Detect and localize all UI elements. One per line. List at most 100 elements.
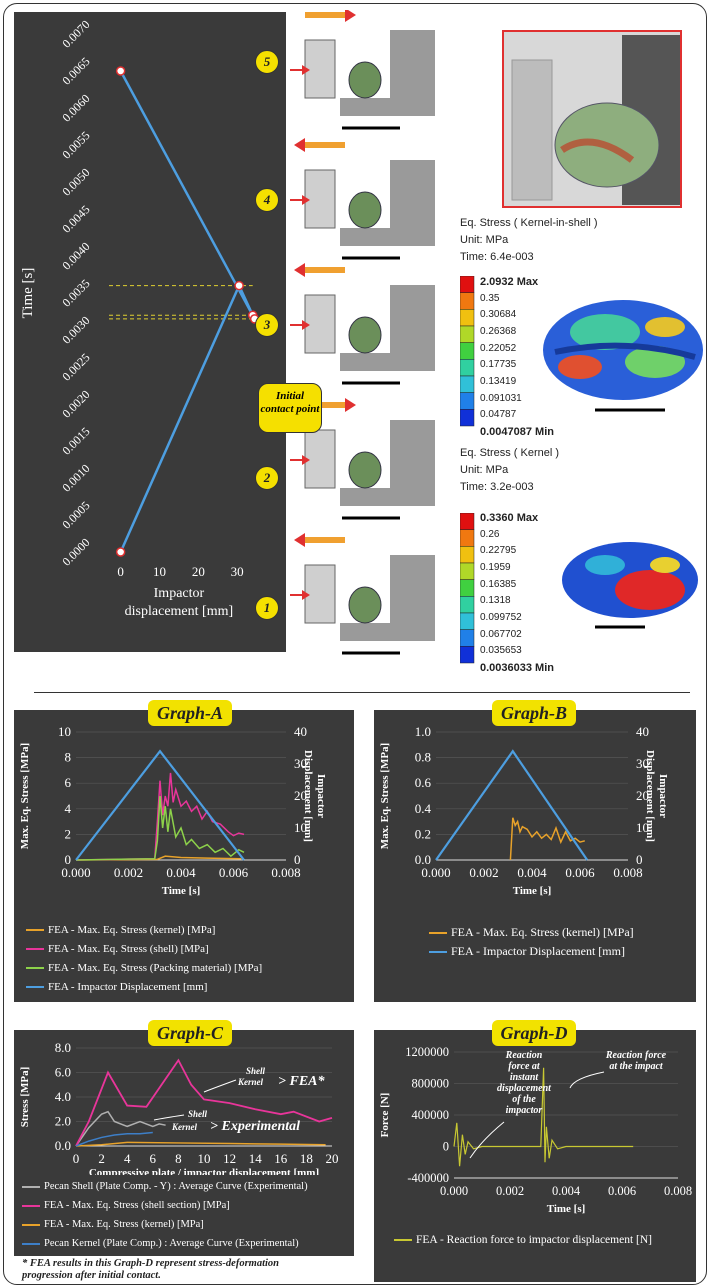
frame-plate: [304, 39, 336, 99]
colorbar-swatch: [460, 359, 475, 377]
frame-nut: [348, 586, 382, 624]
motion-arrow-head: [294, 138, 305, 152]
xtick-label: 0.004: [517, 865, 547, 880]
legend-label: FEA - Max. Eq. Stress (kernel) [MPa]: [44, 1219, 204, 1230]
xtick-label: 16: [274, 1151, 288, 1166]
ytick-label: 0.4: [415, 801, 432, 816]
frame-arrowhead: [302, 455, 310, 465]
frame-nut: [348, 191, 382, 229]
frame-wall: [390, 30, 435, 110]
legend-swatch: [429, 950, 447, 953]
xtick-label: 0.006: [219, 865, 249, 880]
ytick-label: 0.0: [55, 1138, 71, 1153]
frame-nut: [348, 61, 382, 99]
series-line: [75, 1058, 333, 1147]
ytick-label: 0.2: [415, 826, 431, 841]
colorbar-level: 0.22052: [480, 342, 517, 354]
y2tick-label: 10: [636, 820, 649, 835]
annotation-fea: > FEA*: [278, 1074, 325, 1089]
xlabel: Time [s]: [547, 1203, 586, 1215]
figure-frame: [3, 3, 707, 1285]
legend-swatch: [26, 928, 44, 931]
colorbar-level: 0.3360 Max: [480, 512, 539, 524]
annotation-instant-line: instant: [510, 1072, 540, 1083]
legend-entry: FEA - Max. Eq. Stress (shell section) [M…: [22, 1196, 308, 1215]
annotation-leader: [469, 1121, 505, 1159]
top-chart-panel: 0.0000 0.0005 0.0010 0.0015 0.0020 0.0025 0.00…: [14, 12, 286, 652]
motion-arrow-head: [294, 263, 305, 277]
kis-unit: Unit: MPa: [460, 234, 509, 246]
step-2-badge: 2: [255, 466, 279, 490]
annotation-instant-line: force at: [508, 1061, 541, 1072]
y2label-1: Impactor: [657, 774, 669, 818]
top-point: [115, 547, 126, 557]
graph-c-legend: Pecan Shell (Plate Comp. - Y) : Average …: [22, 1177, 308, 1253]
y2label-2: Displacement [mm]: [302, 750, 314, 842]
legend-label: FEA - Max. Eq. Stress (kernel) [MPa]: [451, 925, 634, 939]
legend-swatch: [26, 947, 44, 950]
frame-arrowhead: [302, 590, 310, 600]
graph-b-panel: 0.0 0.2 0.4 0.6 0.8 1.0 0.000 0.002 0.004 0.006 0.…: [374, 710, 696, 1002]
footnote-line-2: progression after initial contact.: [22, 1270, 161, 1281]
y2tick-label: 40: [294, 724, 307, 739]
xtick-label: 10: [198, 1151, 211, 1166]
colorbar-level: 0.1318: [480, 595, 511, 607]
motion-arrow-head: [345, 10, 356, 22]
motion-arrow-head: [345, 398, 356, 412]
ylabel: Max. Eq. Stress [MPa]: [379, 743, 391, 849]
frame-nut: [348, 316, 382, 354]
ytick-label: 4.0: [55, 1089, 71, 1104]
kernel-header: Eq. Stress ( Kernel ) Unit: MPa Time: 3.…: [460, 445, 559, 496]
legend-entry: FEA - Max. Eq. Stress (Packing material)…: [26, 958, 262, 977]
ytick-label: 0: [65, 852, 72, 867]
top-ytick-label: 0.0060: [59, 91, 92, 124]
top-point: [115, 66, 126, 76]
top-line-series: [119, 70, 256, 553]
ytick-label: 0.6: [415, 775, 432, 790]
top-ytick-label: 0.0040: [59, 239, 92, 272]
legend-entry: FEA - Impactor Displacement [mm]: [429, 942, 634, 961]
legend-swatch: [22, 1185, 40, 1188]
colorbar-swatch: [460, 409, 475, 427]
annotation-shell-exp: Shell: [188, 1109, 208, 1119]
top-ytick-label: 0.0000: [59, 535, 92, 568]
ytick-label: 0: [443, 1140, 449, 1154]
graph-d-legend: FEA - Reaction force to impactor displac…: [394, 1230, 652, 1249]
legend-label: Pecan Shell (Plate Comp. - Y) : Average …: [44, 1181, 308, 1192]
y2label-1: Impactor: [315, 774, 327, 818]
top-ytick-label: 0.0050: [59, 165, 92, 198]
frame-base: [340, 353, 435, 371]
legend-entry: FEA - Max. Eq. Stress (kernel) [MPa]: [429, 923, 634, 942]
legend-entry: FEA - Max. Eq. Stress (shell) [MPa]: [26, 939, 262, 958]
kernel-time: Time: 3.2e-003: [460, 481, 534, 493]
frame-nut: [348, 451, 382, 489]
xtick-label: 20: [326, 1151, 339, 1166]
y2label-2: Displacement [mm]: [644, 750, 656, 842]
series-line: [75, 1141, 326, 1147]
colorbar-level: 2.0932 Max: [480, 276, 539, 288]
top-xtick-label: 0: [117, 564, 124, 579]
step-3-badge: 3: [255, 313, 279, 337]
legend-swatch: [22, 1204, 40, 1207]
top-ytick-label: 0.0025: [59, 350, 92, 383]
kernel-title: Eq. Stress ( Kernel ): [460, 447, 560, 459]
series-line: [453, 1067, 634, 1167]
legend-entry: Pecan Shell (Plate Comp. - Y) : Average …: [22, 1177, 308, 1196]
xtick-label: 0.008: [664, 1184, 692, 1198]
annotation-experimental: > Experimental: [210, 1119, 300, 1134]
xtick-label: 0.000: [61, 865, 90, 880]
xlabel: Time [s]: [513, 885, 552, 897]
colorbar-level: 0.0036033 Min: [480, 662, 554, 674]
frame-arrowhead: [302, 65, 310, 75]
legend-entry: FEA - Reaction force to impactor displac…: [394, 1230, 652, 1249]
zoom-inset: [502, 30, 682, 208]
y2tick-label: 40: [636, 724, 649, 739]
frame-wall: [390, 285, 435, 365]
series-line: [435, 749, 589, 861]
footnote: * FEA results in this Graph-D represent …: [22, 1258, 279, 1282]
step-5-badge: 5: [255, 50, 279, 74]
ytick-label: 6: [65, 775, 72, 790]
top-ytick-label: 0.0005: [59, 498, 92, 531]
colorbar-level: 0.0047087 Min: [480, 426, 554, 438]
